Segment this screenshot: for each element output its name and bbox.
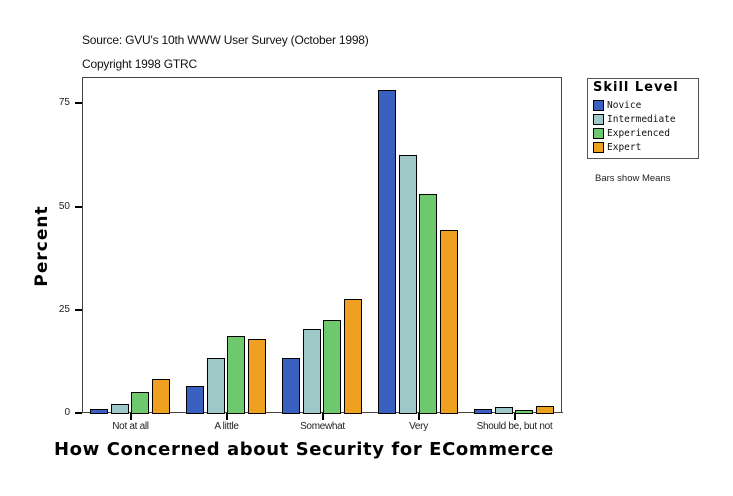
- x-tick-label: Somewhat: [300, 421, 345, 432]
- bar-expert: [535, 406, 554, 414]
- bar-experienced: [227, 336, 245, 414]
- bar-novice: [90, 408, 108, 414]
- bar-intermediate: [206, 358, 225, 414]
- legend-item-intermediate: Intermediate: [593, 113, 676, 126]
- bar-novice: [186, 386, 204, 414]
- y-tick-label: 75: [58, 97, 70, 109]
- legend-label: Expert: [607, 142, 642, 153]
- bar-expert: [247, 339, 266, 414]
- y-tick-mark: [75, 412, 82, 414]
- y-tick-mark: [75, 205, 82, 208]
- bar-intermediate: [398, 154, 417, 414]
- x-tick-label: Should be, but not: [476, 421, 553, 432]
- y-tick-label: 25: [58, 303, 70, 315]
- x-axis-title: How Concerned about Security for ECommer…: [54, 439, 554, 460]
- legend-label: Novice: [607, 100, 642, 111]
- bar-expert: [439, 229, 458, 414]
- source-caption: Source: GVU's 10th WWW User Survey (Octo…: [82, 33, 369, 47]
- legend-item-novice: Novice: [593, 99, 641, 112]
- legend-label: Intermediate: [607, 114, 676, 125]
- legend-swatch-expert: [593, 142, 604, 153]
- x-tick-label: Not at all: [112, 421, 149, 432]
- bar-experienced: [515, 410, 533, 414]
- y-axis-title: Percent: [32, 205, 52, 287]
- legend-swatch-novice: [593, 100, 604, 111]
- legend-item-experienced: Experienced: [593, 127, 670, 140]
- bar-novice: [378, 90, 396, 414]
- legend: Skill Level Novice Intermediate Experien…: [587, 78, 699, 159]
- x-tick-mark: [225, 413, 228, 420]
- y-tick-mark: [75, 102, 82, 105]
- bar-experienced: [131, 392, 149, 414]
- legend-title: Skill Level: [593, 80, 679, 95]
- y-tick-mark: [75, 308, 82, 311]
- bar-intermediate: [110, 403, 129, 414]
- x-tick-mark: [513, 413, 516, 420]
- y-tick-label: 50: [58, 200, 70, 212]
- bars-show-means-note: Bars show Means: [595, 173, 671, 184]
- bar-intermediate: [302, 329, 321, 414]
- x-tick-mark: [129, 413, 132, 420]
- y-tick-label: 0: [64, 407, 70, 418]
- bar-experienced: [419, 193, 437, 414]
- x-tick-mark: [321, 413, 324, 420]
- x-axis-line: [82, 412, 563, 413]
- legend-swatch-intermediate: [593, 114, 604, 125]
- bar-expert: [343, 299, 362, 414]
- bar-experienced: [323, 320, 341, 414]
- plot-area: [82, 77, 562, 413]
- x-tick-mark: [417, 413, 420, 420]
- bar-intermediate: [494, 407, 513, 414]
- x-tick-label: A little: [214, 421, 239, 432]
- bar-novice: [282, 357, 300, 414]
- x-tick-label: Very: [409, 421, 428, 432]
- legend-swatch-experienced: [593, 128, 604, 139]
- copyright-caption: Copyright 1998 GTRC: [82, 57, 197, 71]
- bar-expert: [151, 379, 170, 414]
- bar-novice: [474, 408, 492, 414]
- legend-label: Experienced: [607, 128, 670, 139]
- legend-item-expert: Expert: [593, 141, 641, 154]
